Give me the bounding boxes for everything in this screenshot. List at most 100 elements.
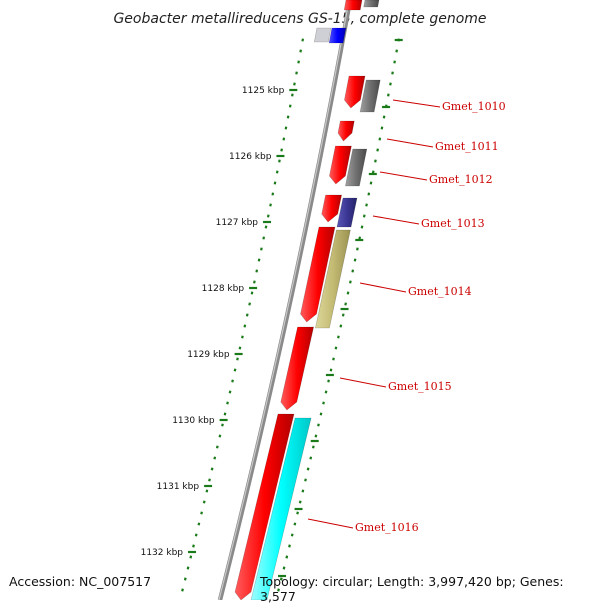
tick-label: 1126 kbp: [229, 152, 272, 162]
scale-dot: [232, 380, 233, 383]
gene-feature-gmet-1011: [338, 121, 354, 141]
gene-feature-partial: [344, 0, 362, 10]
scale-dot: [199, 523, 200, 526]
scale-dot: [323, 402, 324, 405]
map-title: Geobacter metallireducens GS-15, complet…: [113, 11, 486, 27]
tick-label: 1130 kbp: [172, 416, 215, 426]
scale-dot: [268, 215, 269, 218]
scale-dot: [318, 424, 319, 427]
scale-dot: [305, 479, 306, 482]
gene-feature-partial: [364, 0, 379, 7]
scale-dot: [345, 303, 346, 306]
gene-label: Gmet_1010: [442, 100, 506, 113]
gene-feature-partial: [314, 28, 331, 42]
scale-dot: [371, 182, 372, 185]
scale-dot: [352, 270, 353, 273]
scale-dot: [290, 105, 291, 108]
scale-dot: [303, 490, 304, 493]
gene-callout-line: [340, 378, 386, 387]
scale-dot: [286, 556, 287, 559]
scale-dot: [249, 303, 250, 306]
scale-dot: [366, 204, 367, 207]
scale-dot: [281, 149, 282, 152]
gene-label: Gmet_1013: [421, 217, 485, 230]
scale-dot: [333, 358, 334, 361]
gene-label: Gmet_1015: [388, 380, 452, 393]
scale-dot: [295, 523, 296, 526]
scale-dot: [355, 259, 356, 262]
tick-label: 1128 kbp: [202, 284, 245, 294]
scale-dot: [313, 446, 314, 449]
scale-dot: [275, 182, 276, 185]
scale-dot: [222, 424, 223, 427]
scale-dot: [227, 402, 228, 405]
scale-dot: [284, 567, 285, 570]
scale-dot: [308, 468, 309, 471]
tick-label: 1127 kbp: [216, 218, 259, 228]
scale-dot: [247, 314, 248, 317]
scale-dot: [188, 567, 189, 570]
gene-callout-line: [387, 139, 433, 147]
scale-dot: [328, 380, 329, 383]
scale-dot: [284, 138, 285, 141]
scale-dot: [279, 160, 280, 163]
scale-dot: [321, 413, 322, 416]
scale-dot: [235, 369, 236, 372]
scale-dot: [384, 116, 385, 119]
scale-dot: [348, 292, 349, 295]
scale-dot: [364, 215, 365, 218]
scale-dot: [289, 545, 290, 548]
scale-dot: [357, 248, 358, 251]
scale-dot: [288, 116, 289, 119]
scale-dot: [225, 413, 226, 416]
scale-dot: [252, 292, 253, 295]
tick-layer: [182, 39, 403, 592]
scale-dot: [292, 534, 293, 537]
scale-dot: [217, 446, 218, 449]
scale-dot: [201, 512, 202, 515]
scale-dot: [286, 127, 287, 130]
scale-dot: [263, 237, 264, 240]
scale-dot: [382, 127, 383, 130]
gene-label: Gmet_1016: [355, 521, 419, 534]
scale-dot: [209, 479, 210, 482]
gene-label: Gmet_1014: [408, 285, 472, 298]
scale-dot: [377, 149, 378, 152]
scale-dot: [316, 435, 317, 438]
scale-dot: [259, 259, 260, 262]
scale-dot: [331, 369, 332, 372]
tick-label: 1131 kbp: [157, 482, 200, 492]
scale-dot: [350, 281, 351, 284]
gene-label: Gmet_1012: [429, 173, 493, 186]
scale-dot: [375, 160, 376, 163]
scale-dot: [242, 336, 243, 339]
scale-dot: [230, 391, 231, 394]
scale-dot: [369, 193, 370, 196]
tick-label: 1125 kbp: [242, 86, 285, 96]
scale-dot: [240, 347, 241, 350]
scale-dot: [338, 336, 339, 339]
scale-dot: [185, 578, 186, 581]
scale-dot: [220, 435, 221, 438]
scale-dot: [277, 171, 278, 174]
scale-dot: [297, 512, 298, 515]
scale-dot: [270, 204, 271, 207]
gene-callout-line: [393, 100, 440, 107]
scale-dot: [273, 193, 274, 196]
gene-callout-line: [380, 172, 427, 180]
scale-dot: [266, 226, 267, 229]
scale-dot: [193, 545, 194, 548]
gene-feature-gmet-1015: [281, 327, 314, 410]
scale-dot: [341, 325, 342, 328]
scale-dot: [212, 468, 213, 471]
scale-dot: [326, 391, 327, 394]
scale-dot: [196, 534, 197, 537]
gene-callout-line: [360, 283, 406, 292]
scale-dot: [254, 281, 255, 284]
scale-dot: [207, 490, 208, 493]
scale-dot: [310, 457, 311, 460]
gene-callout-line: [308, 519, 353, 528]
gene-feature-partial: [329, 28, 346, 43]
gene-callout-line: [373, 216, 419, 224]
